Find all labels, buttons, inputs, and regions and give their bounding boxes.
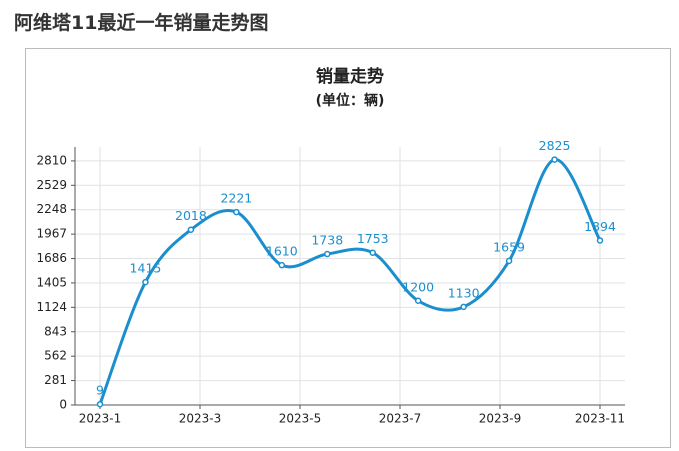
x-tick-label: 2023-7 [379, 412, 422, 426]
point [551, 156, 558, 163]
value-label: 2825 [539, 138, 571, 153]
line [98, 158, 602, 405]
x-tick-label: 2023-1 [79, 412, 122, 426]
value-label: 2018 [175, 208, 207, 223]
y-tick-label: 562 [44, 349, 67, 363]
value-label: 9 [96, 383, 104, 398]
y-tick-label: 281 [44, 373, 67, 387]
y-tick-label: 1124 [36, 300, 67, 314]
y-tick-label: 1967 [36, 227, 67, 241]
point [324, 250, 331, 258]
y-tick-label: 1405 [36, 275, 67, 289]
value-label: 1610 [266, 244, 298, 259]
point [505, 257, 513, 265]
point [96, 400, 104, 408]
y-tick-label: 1686 [36, 251, 67, 265]
x-tick-label: 2023-5 [279, 412, 322, 426]
value-label: 1738 [311, 233, 343, 248]
point [460, 303, 467, 311]
value-label: 1415 [130, 261, 162, 276]
value-label: 1753 [357, 231, 389, 246]
point [278, 261, 286, 269]
chart-title: 销量走势 [316, 66, 384, 87]
x-tick-label: 2023-11 [575, 412, 625, 426]
y-tick-label: 2529 [36, 178, 67, 192]
y-tick-label: 2810 [36, 153, 67, 167]
point [596, 237, 604, 244]
y-tick-label: 0 [59, 398, 67, 412]
chart-subtitle: (单位：辆) [316, 92, 385, 109]
value-label: 1130 [448, 285, 480, 300]
point [187, 226, 195, 233]
value-label: 2221 [220, 191, 252, 206]
value-label: 1200 [402, 279, 434, 294]
point [233, 208, 240, 216]
value-label: 1659 [493, 239, 525, 254]
y-tick-label: 843 [44, 324, 67, 338]
y-tick-label: 2248 [36, 202, 67, 216]
page-heading: 阿维塔11最近一年销量走势图 [14, 12, 269, 34]
value-label: 1894 [584, 219, 616, 234]
point [369, 249, 376, 256]
chart-box [25, 48, 671, 448]
x-tick-label: 2023-9 [479, 412, 522, 426]
x-tick-label: 2023-3 [179, 412, 222, 426]
point [414, 297, 422, 305]
point [142, 278, 149, 286]
